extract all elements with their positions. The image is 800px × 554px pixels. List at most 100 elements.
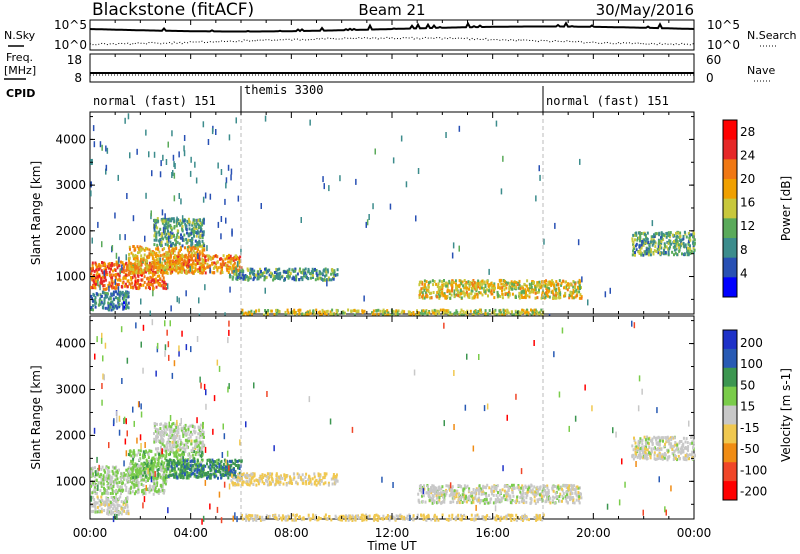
echo-cell — [572, 289, 575, 292]
echo-cell — [136, 478, 139, 482]
echo-cell — [652, 241, 655, 245]
echo-cell — [458, 295, 461, 299]
echo-cell — [642, 243, 645, 247]
echo-cell — [172, 468, 175, 472]
echo-cell — [158, 269, 161, 273]
echo-cell — [159, 475, 162, 479]
echo-cell — [117, 174, 119, 181]
echo-cell — [165, 225, 168, 229]
echo-cell — [197, 464, 199, 468]
echo-cell — [458, 279, 461, 283]
echo-cell — [196, 229, 199, 233]
echo-cell — [427, 290, 430, 294]
echo-cell — [164, 422, 167, 426]
echo-cell — [153, 479, 156, 483]
echo-cell — [190, 156, 192, 163]
echo-cell — [139, 266, 142, 270]
echo-cell — [266, 475, 269, 479]
echo-cell — [445, 281, 447, 285]
echo-cell — [236, 261, 239, 268]
echo-cell — [226, 256, 229, 260]
echo-cell — [443, 279, 445, 282]
echo-cell — [171, 466, 174, 470]
echo-cell — [115, 496, 117, 500]
echo-cell — [391, 312, 394, 316]
echo-cell — [421, 309, 423, 313]
echo-cell — [580, 296, 583, 300]
echo-cell — [287, 276, 290, 280]
echo-cell — [302, 481, 305, 485]
echo-cell — [166, 465, 169, 469]
echo-cell — [682, 234, 685, 238]
echo-cell — [279, 277, 282, 281]
echo-cell — [114, 276, 117, 280]
echo-cell — [112, 293, 115, 297]
echo-cell — [675, 238, 678, 242]
echo-cell — [123, 295, 126, 299]
echo-cell — [153, 243, 156, 247]
echo-cell — [129, 261, 132, 265]
echo-cell — [154, 427, 157, 431]
echo-cell — [270, 482, 272, 486]
echo-cell — [266, 483, 269, 487]
echo-cell — [578, 290, 581, 294]
echo-cell — [456, 311, 459, 314]
echo-cell — [417, 311, 420, 315]
echo-cell — [146, 282, 149, 286]
echo-cell — [199, 423, 202, 427]
echo-cell — [173, 233, 175, 237]
echo-cell — [223, 263, 226, 267]
echo-cell — [289, 479, 292, 483]
echo-cell — [476, 295, 479, 299]
echo-cell — [248, 313, 251, 316]
echo-cell — [125, 254, 127, 261]
echo-cell — [574, 283, 577, 287]
echo-cell — [548, 295, 551, 299]
echo-cell — [114, 304, 117, 308]
echo-cell — [202, 242, 205, 246]
echo-cell — [301, 478, 304, 482]
echo-cell — [191, 230, 194, 234]
echo-cell — [264, 287, 266, 294]
echo-cell — [260, 269, 262, 273]
echo-cell — [579, 287, 581, 290]
echo-cell — [392, 309, 395, 313]
echo-cell — [682, 237, 685, 241]
echo-cell — [639, 239, 641, 243]
echo-cell — [224, 257, 227, 261]
echo-cell — [167, 221, 170, 225]
echo-cell — [529, 286, 532, 290]
echo-cell — [173, 253, 176, 257]
echo-cell — [124, 234, 126, 241]
echo-cell — [194, 244, 197, 248]
echo-cell — [432, 311, 435, 315]
echo-cell — [224, 473, 227, 477]
echo-cell — [289, 477, 292, 481]
echo-cell — [555, 283, 558, 287]
echo-cell — [176, 429, 178, 433]
echo-cell — [200, 268, 203, 272]
echo-cell — [525, 312, 528, 316]
echo-cell — [163, 247, 166, 251]
echo-cell — [645, 252, 648, 256]
echo-cell — [198, 428, 201, 432]
echo-cell — [183, 425, 186, 429]
echo-cell — [332, 275, 335, 279]
echo-cell — [435, 295, 438, 299]
echo-cell — [171, 461, 174, 465]
echo-cell — [100, 301, 103, 305]
echo-cell — [669, 245, 671, 249]
echo-cell — [116, 266, 119, 270]
echo-cell — [638, 244, 641, 248]
echo-cell — [123, 499, 126, 503]
cpid-segment-label: normal (fast) 151 — [93, 94, 216, 108]
echo-cell — [479, 291, 482, 295]
echo-cell — [676, 253, 679, 257]
echo-cell — [142, 468, 145, 472]
echo-cell — [194, 161, 196, 168]
echo-cell — [190, 231, 193, 235]
echo-cell — [199, 463, 202, 467]
echo-cell — [243, 474, 246, 477]
echo-cell — [679, 245, 682, 249]
